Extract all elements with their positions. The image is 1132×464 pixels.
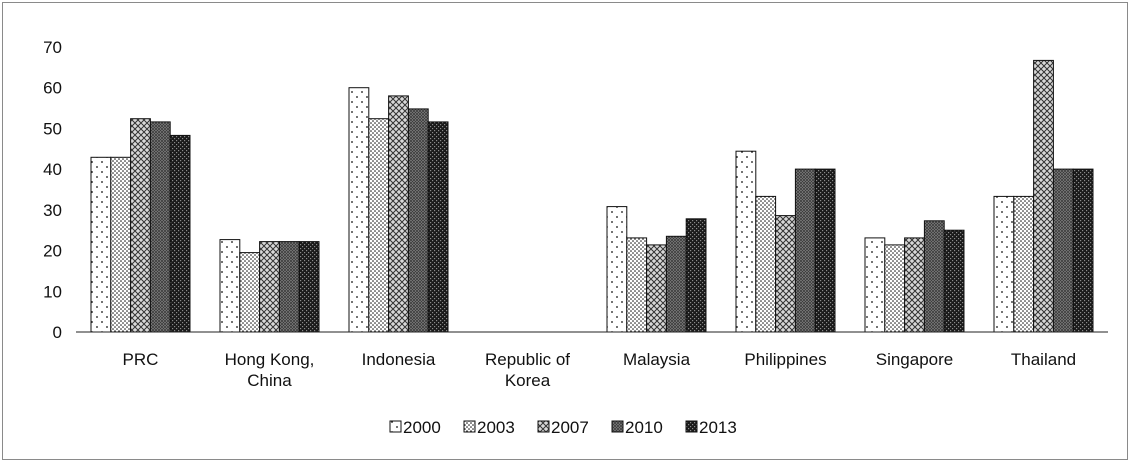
bar-2000 [348,87,370,333]
bar-2010 [1052,168,1074,333]
x-tick-label: Republic of Korea [485,350,570,390]
bar-2010 [923,220,945,333]
x-tick-label: Singapore [876,350,954,369]
bar-2007 [646,244,667,333]
legend-label: 2000 [403,418,441,437]
legend-label: 2010 [625,418,663,437]
y-axis-ticks: 0 10 20 30 40 50 60 70 [43,38,62,342]
legend-swatch [389,420,402,433]
x-axis-labels: PRC Hong Kong, China Indonesia Republic of Ko… [123,350,1077,390]
bar-2003 [626,237,648,333]
y-tick-label: 20 [43,242,62,261]
legend-swatch [611,420,624,433]
bar-2010 [149,121,171,333]
legend-swatch [685,420,698,433]
legend-label: 2007 [551,418,589,437]
bar-2007 [388,95,409,333]
bar-2003 [755,195,777,333]
y-tick-label: 60 [43,79,62,98]
bar-2003 [1013,195,1035,333]
bar-2000 [735,150,757,333]
legend-item-2003: 2003 [463,418,515,437]
bar-2000 [606,206,628,333]
bar-2010 [407,108,429,333]
bar-2013 [1072,168,1094,333]
x-tick-label: Indonesia [362,350,436,369]
y-tick-label: 0 [53,323,62,342]
legend-swatch [537,420,550,433]
legend-label: 2003 [477,418,515,437]
bar-2013 [685,218,707,333]
bar-2003 [884,244,906,333]
bar-2003 [239,252,261,333]
bar-2000 [993,195,1015,333]
x-tick-label: Malaysia [623,350,691,369]
bar-2007 [259,241,280,333]
bar-2013 [169,134,191,333]
legend-item-2010: 2010 [611,418,663,437]
legend-item-2000: 2000 [389,418,441,437]
bar-2000 [90,156,112,333]
bar-2000 [864,237,886,333]
y-tick-label: 50 [43,119,62,138]
y-tick-label: 40 [43,160,62,179]
bar-2007 [904,237,925,333]
x-tick-label: Thailand [1011,350,1076,369]
y-tick-label: 70 [43,38,62,57]
y-tick-label: 30 [43,201,62,220]
bar-2007 [775,215,796,333]
bar-2010 [665,235,687,333]
bar-2010 [794,168,816,333]
legend-swatch [463,420,476,433]
x-tick-label: Philippines [744,350,826,369]
bar-2003 [368,118,390,333]
bar-2013 [427,121,449,333]
x-tick-label: PRC [123,350,159,369]
bar-2000 [219,239,241,333]
legend-item-2007: 2007 [537,418,589,437]
bar-2007 [130,118,151,333]
bar-2010 [278,241,300,333]
bar-2013 [298,241,320,333]
legend-label: 2013 [699,418,737,437]
bar-2013 [814,168,836,333]
bar-2003 [110,156,132,333]
y-tick-label: 10 [43,282,62,301]
bar-2007 [1033,59,1054,333]
legend: 2000 2003 2007 2010 2013 [389,418,737,437]
x-tick-label: Hong Kong, China [225,350,315,390]
legend-item-2013: 2013 [685,418,737,437]
bars [90,59,1094,333]
bar-2013 [943,229,965,333]
